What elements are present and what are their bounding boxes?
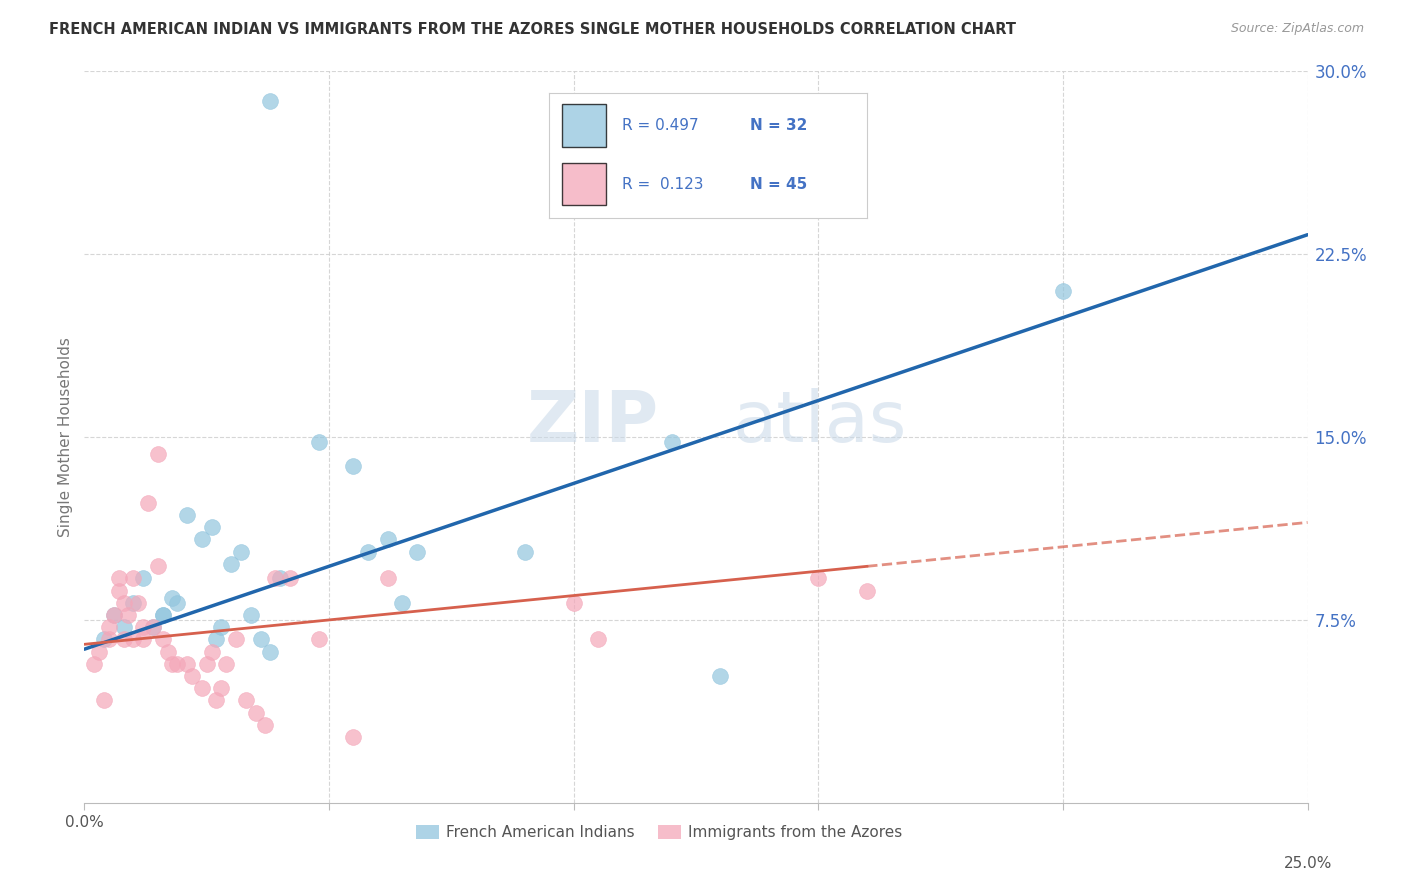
- Point: [152, 608, 174, 623]
- Point: [191, 681, 214, 696]
- Point: [142, 620, 165, 634]
- Point: [122, 632, 145, 647]
- Point: [93, 632, 115, 647]
- Point: [245, 706, 267, 720]
- Point: [152, 608, 174, 623]
- Point: [191, 533, 214, 547]
- Text: Source: ZipAtlas.com: Source: ZipAtlas.com: [1230, 22, 1364, 36]
- Point: [254, 718, 277, 732]
- Point: [807, 572, 830, 586]
- Point: [117, 608, 139, 623]
- Point: [200, 645, 222, 659]
- Point: [229, 544, 252, 558]
- Point: [112, 632, 135, 647]
- Point: [1052, 284, 1074, 298]
- Point: [93, 693, 115, 707]
- Point: [225, 632, 247, 647]
- Point: [406, 544, 429, 558]
- Point: [259, 645, 281, 659]
- Point: [132, 620, 155, 634]
- Point: [259, 94, 281, 108]
- Point: [269, 572, 291, 586]
- Point: [87, 645, 110, 659]
- Point: [181, 669, 204, 683]
- Point: [308, 434, 330, 449]
- Point: [586, 632, 609, 647]
- Point: [661, 434, 683, 449]
- Point: [166, 596, 188, 610]
- Point: [278, 572, 301, 586]
- Point: [209, 620, 232, 634]
- Point: [200, 520, 222, 534]
- Text: ZIP: ZIP: [527, 388, 659, 457]
- Text: FRENCH AMERICAN INDIAN VS IMMIGRANTS FROM THE AZORES SINGLE MOTHER HOUSEHOLDS CO: FRENCH AMERICAN INDIAN VS IMMIGRANTS FRO…: [49, 22, 1017, 37]
- Point: [215, 657, 238, 671]
- Point: [377, 533, 399, 547]
- Point: [142, 620, 165, 634]
- Point: [97, 620, 120, 634]
- Legend: French American Indians, Immigrants from the Azores: French American Indians, Immigrants from…: [409, 819, 908, 847]
- Point: [239, 608, 262, 623]
- Point: [308, 632, 330, 647]
- Point: [162, 657, 184, 671]
- Point: [856, 583, 879, 598]
- Point: [122, 572, 145, 586]
- Point: [219, 557, 242, 571]
- Point: [83, 657, 105, 671]
- Point: [152, 632, 174, 647]
- Point: [97, 632, 120, 647]
- Point: [136, 496, 159, 510]
- Text: 25.0%: 25.0%: [1284, 856, 1331, 871]
- Point: [205, 693, 228, 707]
- Point: [357, 544, 380, 558]
- Text: atlas: atlas: [733, 388, 907, 457]
- Point: [166, 657, 188, 671]
- Point: [391, 596, 413, 610]
- Point: [176, 508, 198, 522]
- Point: [146, 447, 169, 461]
- Point: [103, 608, 125, 623]
- Point: [122, 596, 145, 610]
- Point: [235, 693, 257, 707]
- Point: [132, 632, 155, 647]
- Point: [127, 596, 149, 610]
- Point: [709, 669, 731, 683]
- Point: [162, 591, 184, 605]
- Point: [112, 620, 135, 634]
- Point: [176, 657, 198, 671]
- Point: [562, 596, 585, 610]
- Point: [249, 632, 271, 647]
- Point: [513, 544, 536, 558]
- Point: [156, 645, 179, 659]
- Point: [112, 596, 135, 610]
- Point: [107, 583, 129, 598]
- Point: [342, 459, 364, 474]
- Point: [195, 657, 218, 671]
- Point: [132, 572, 155, 586]
- Point: [377, 572, 399, 586]
- Point: [146, 559, 169, 574]
- Point: [103, 608, 125, 623]
- Point: [342, 730, 364, 744]
- Point: [107, 572, 129, 586]
- Point: [209, 681, 232, 696]
- Point: [205, 632, 228, 647]
- Point: [264, 572, 287, 586]
- Y-axis label: Single Mother Households: Single Mother Households: [58, 337, 73, 537]
